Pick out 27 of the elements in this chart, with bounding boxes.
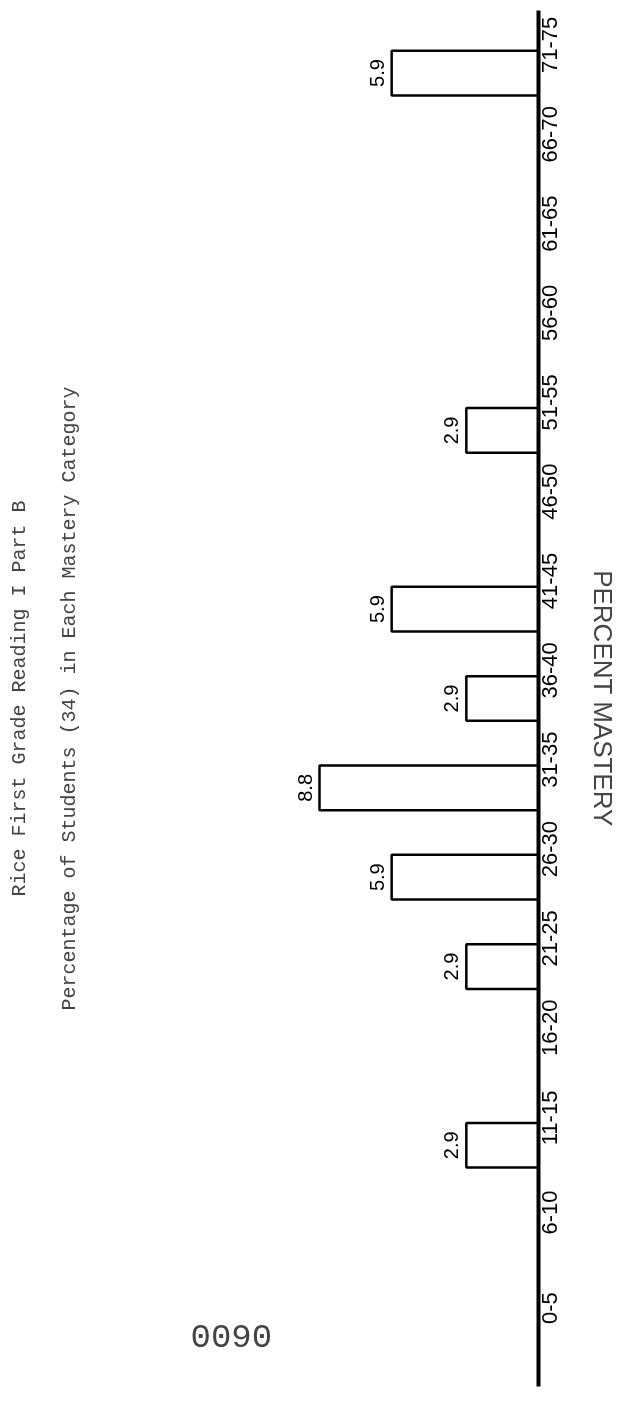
text: Percentage of Students (34) in Each Mastery Category [57, 386, 81, 1011]
y-tick-label: 41-45 [537, 552, 562, 610]
y-tick-label: 71-75 [537, 16, 562, 74]
y-axis-title: PERCENT MASTERY [587, 570, 618, 827]
data-label: 2.9 [440, 684, 463, 713]
y-tick-label: 66-70 [537, 106, 562, 163]
data-label: 5.9 [365, 863, 388, 892]
text: 0090 [190, 1318, 273, 1357]
data-label: 8.8 [293, 773, 316, 802]
data-label: 5.9 [365, 595, 388, 624]
y-tick-label: 26-30 [537, 820, 562, 878]
data-label: 2.9 [440, 416, 463, 445]
y-tick-label: 61-65 [537, 195, 562, 252]
y-tick-label: 51-55 [537, 374, 562, 431]
y-tick-label: 0-5 [537, 1292, 562, 1324]
y-tick-label: 11-15 [537, 1090, 562, 1146]
text: Rice First Grade Reading I Part B [7, 500, 31, 897]
data-label: 2.9 [440, 1131, 463, 1160]
data-label: 5.9 [365, 59, 388, 87]
y-tick-label: 46-50 [537, 463, 562, 520]
y-tick-label: 6-10 [537, 1190, 562, 1235]
y-tick-label: 31-35 [537, 731, 562, 788]
y-tick-label: 36-40 [537, 642, 562, 699]
data-label: 2.9 [440, 952, 463, 981]
y-tick-label: 21-25 [537, 910, 562, 967]
y-tick-label: 16-20 [537, 999, 562, 1056]
y-tick-label: 56-60 [537, 284, 562, 342]
